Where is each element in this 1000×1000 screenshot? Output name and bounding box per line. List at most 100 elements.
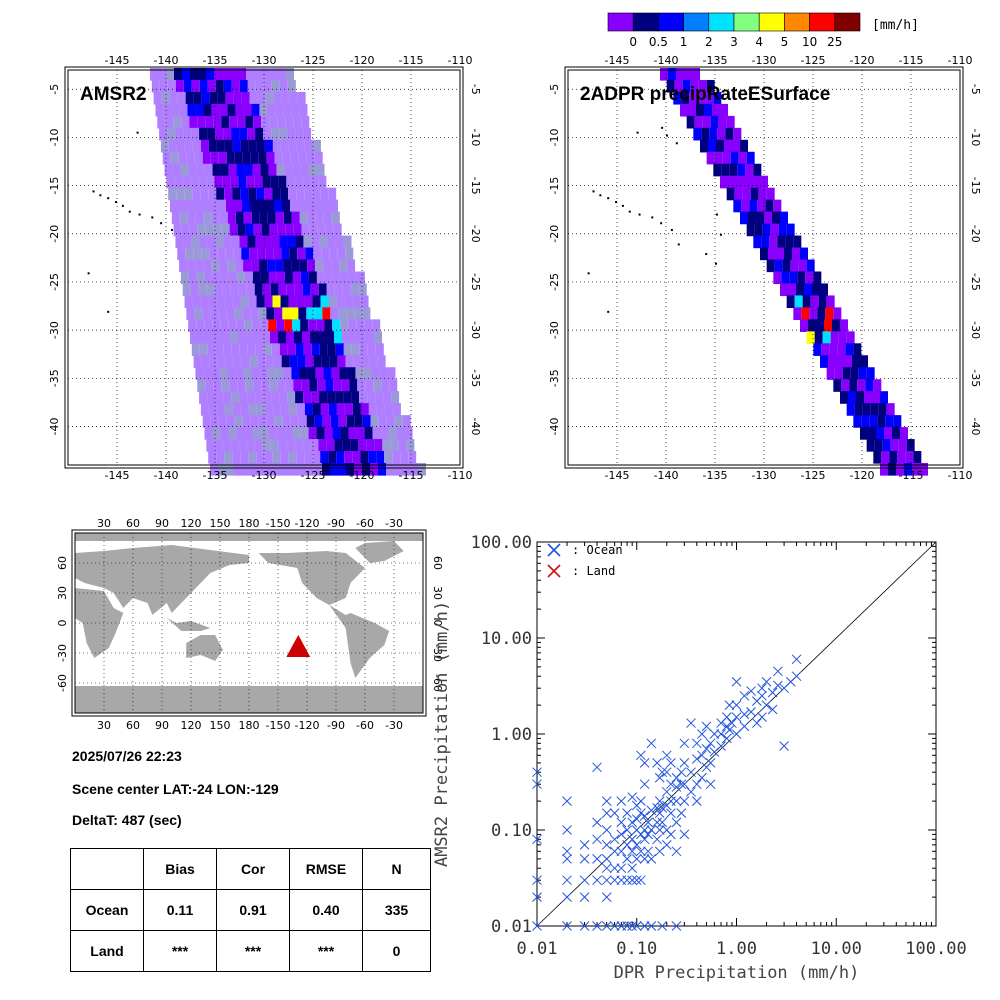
precip-cell	[224, 451, 233, 464]
data-point-stroke	[601, 808, 612, 818]
precip-cell	[227, 259, 236, 273]
data-point	[724, 700, 735, 710]
precip-cell	[190, 175, 199, 189]
precip-cell	[279, 235, 288, 249]
precip-cell	[769, 235, 778, 249]
precip-cell	[307, 367, 316, 380]
island-marker	[715, 213, 718, 216]
data-point-stroke	[532, 892, 542, 902]
data-point-stroke	[627, 921, 638, 931]
precip-cell	[889, 451, 898, 464]
precip-cell	[204, 319, 213, 332]
precip-cell	[366, 439, 375, 452]
precip-cell	[232, 139, 241, 153]
landmass	[258, 551, 365, 605]
y-tick-label: 100.00	[471, 533, 532, 553]
data-point	[562, 854, 572, 864]
precip-cell	[713, 163, 722, 177]
data-point-stroke	[705, 758, 716, 768]
precip-cell	[235, 103, 244, 117]
precip-cell	[232, 187, 241, 201]
precip-cell	[239, 391, 248, 404]
precip-cell	[275, 259, 284, 273]
precip-cell	[191, 343, 200, 356]
precip-cell	[237, 223, 246, 237]
precip-cell	[225, 91, 234, 105]
precip-cell	[218, 307, 227, 321]
data-point	[631, 921, 642, 931]
precip-cell	[246, 283, 255, 297]
precip-cell	[350, 283, 359, 297]
precip-cell	[320, 451, 329, 464]
data-point-stroke	[562, 846, 572, 857]
precip-cell	[268, 427, 277, 440]
precip-cell	[288, 451, 297, 464]
precip-cell	[732, 139, 740, 153]
precip-cell	[268, 319, 277, 332]
precip-cell	[287, 391, 296, 404]
precip-cell	[912, 463, 920, 476]
data-point	[646, 825, 657, 835]
precip-cell	[227, 367, 236, 380]
globe-lon-label: 60	[126, 719, 140, 732]
precip-cell	[322, 307, 331, 321]
precip-cell	[668, 68, 676, 81]
precip-cell	[220, 427, 229, 440]
map-gridlines	[68, 70, 461, 465]
precip-cell	[271, 127, 280, 141]
colorbar-label: 10	[802, 35, 817, 49]
precip-cell	[294, 439, 303, 452]
precip-cell	[216, 139, 225, 153]
data-point	[622, 808, 632, 818]
data-point-stroke	[639, 811, 650, 821]
precip-cell	[209, 91, 218, 105]
precip-cell	[315, 367, 324, 380]
precip-cell	[321, 355, 330, 368]
precip-cell	[250, 199, 258, 213]
precip-cell	[192, 187, 201, 201]
globe-lon-label: -60	[356, 719, 374, 732]
precip-cell	[684, 68, 692, 81]
precip-cell	[245, 379, 254, 392]
precip-cell	[890, 439, 899, 452]
precip-cell	[303, 235, 312, 249]
precip-cell	[204, 427, 213, 440]
precip-cell	[251, 367, 260, 380]
precip-cell	[861, 415, 870, 428]
colorbar-cell	[784, 12, 810, 32]
precip-cell	[328, 295, 337, 309]
data-point	[701, 744, 712, 754]
precip-cell	[371, 367, 380, 380]
precip-cell	[872, 391, 880, 404]
data-point-stroke	[609, 808, 620, 818]
precip-cell	[877, 415, 886, 428]
precip-cell	[208, 139, 217, 153]
precip-cell	[307, 259, 316, 273]
precip-cell	[268, 163, 277, 177]
precip-cell	[270, 331, 278, 344]
data-point-stroke	[562, 854, 572, 864]
data-point-stroke	[767, 687, 778, 698]
precip-cell	[306, 307, 315, 321]
precip-cell	[226, 151, 235, 165]
precip-cell	[278, 175, 287, 189]
data-point-stroke	[654, 825, 665, 835]
precip-cell	[236, 271, 245, 285]
precip-cell	[378, 463, 386, 476]
precip-cell	[394, 415, 403, 428]
data-point	[716, 729, 726, 739]
data-point-stroke	[752, 718, 762, 728]
data-point-stroke	[661, 767, 672, 778]
precip-cell	[206, 439, 215, 452]
precip-cell	[242, 463, 250, 476]
precip-cell	[260, 163, 269, 177]
precip-cell	[223, 391, 232, 404]
precip-cell	[852, 355, 860, 368]
precip-cell	[350, 331, 358, 344]
precip-cell	[316, 427, 325, 440]
globe-lon-label: -60	[356, 517, 374, 530]
precip-cell	[254, 439, 263, 452]
data-point	[592, 921, 602, 931]
precip-cell	[307, 211, 316, 225]
precip-cell	[199, 235, 208, 249]
